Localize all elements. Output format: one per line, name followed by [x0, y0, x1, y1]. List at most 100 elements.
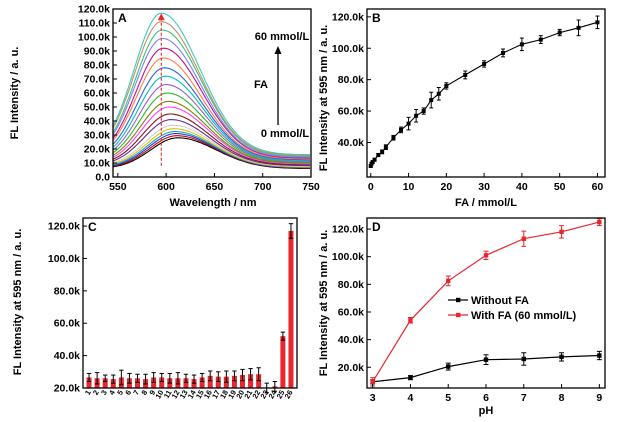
panel-d-x-tick-label: 8 [559, 392, 565, 404]
panel-c-bar [199, 377, 205, 388]
panel-a-y-tick-label: 10.0k [84, 158, 110, 170]
panel-c-x-tick-label: 8 [139, 389, 149, 397]
panel-b-y-axis-label: FL Intensity at 595 nm / a. u. [318, 25, 330, 172]
panel-d-y-tick-label: 100.0k [332, 251, 364, 263]
panel-c-x-tick-label: 4 [107, 388, 117, 397]
panel-c-x-tick-label: 11 [162, 389, 174, 400]
panel-d-data-point [408, 318, 413, 323]
panel-a-y-tick-label: 70.0k [84, 74, 110, 86]
panel-a-y-tick-label: 50.0k [84, 102, 110, 114]
panel-c-x-tick-label: 17 [210, 389, 222, 401]
panel-c-x-tick-label: 20 [234, 389, 246, 401]
panel-a-annotation-bottom: 0 mmol/L [261, 128, 310, 140]
panel-b-data-point [557, 30, 562, 35]
panel-d-legend-label: With FA (60 mmol/L) [471, 310, 577, 322]
panel-d-y-tick-label: 40.0k [338, 334, 364, 346]
panel-b-x-tick-label: 40 [516, 181, 528, 193]
panel-c-x-tick-label: 19 [226, 389, 238, 401]
panel-d-y-tick-label: 80.0k [338, 279, 364, 291]
panel-c-x-tick-label: 2 [91, 389, 101, 397]
panel-d-data-point [408, 375, 413, 380]
panel-c-x-tick-label: 5 [115, 389, 125, 397]
panel-c-bar [280, 336, 286, 388]
panel-a-x-axis-label: Wavelength / nm [170, 197, 257, 209]
panel-a-spectrum-line-19 [112, 21, 310, 157]
panel-b-x-tick-label: 30 [478, 181, 490, 193]
panel-a-y-axis-label: FL Intensity / a. u. [9, 47, 21, 140]
panel-a-spectrum-line-7 [112, 119, 310, 167]
panel-d-data-point [446, 364, 451, 369]
panel-c-x-tick-label: 16 [202, 389, 214, 401]
panel-c-x-tick-label: 18 [218, 389, 230, 401]
panel-b-y-tick-label: 80.0k [338, 74, 364, 86]
panel-b-data-point [595, 20, 600, 25]
panel-b-data-point [372, 157, 377, 162]
panel-c-y-axis-label: FL Intensity at 595 nm / a. u. [12, 229, 24, 376]
panel-b-y-tick-label: 60.0k [338, 106, 364, 118]
panel-c-x-tick-label: 13 [178, 389, 190, 401]
panel-c-bar [207, 375, 213, 388]
panel-a-spectrum-line-17 [112, 37, 310, 158]
panel-c-y-tick-label: 120.0k [48, 221, 80, 233]
panel-a-concentration-arrowhead [274, 46, 282, 54]
panel-a-x-tick-label: 600 [157, 181, 175, 193]
panel-c-x-tick-label: 21 [242, 389, 254, 401]
panel-d-y-tick-label: 60.0k [338, 306, 364, 318]
panel-b-data-point [368, 164, 373, 169]
panel-b-data-point [383, 145, 388, 150]
panel-c-bar [159, 377, 165, 388]
panel-d-x-axis-label: pH [479, 405, 494, 417]
panel-b-y-tick-label: 40.0k [338, 137, 364, 149]
panel-d-legend-label: Without FA [471, 295, 529, 307]
panel-a-x-tick-label: 750 [302, 181, 320, 193]
panel-b-plot-frame [366, 8, 606, 178]
panel-c-x-tick-label: 26 [283, 389, 295, 401]
panel-a-y-tick-label: 90.0k [84, 46, 110, 58]
panel-c-x-tick-label: 22 [250, 389, 262, 401]
panel-a-spectrum-line-8 [112, 113, 310, 166]
panel-b-data-point [391, 135, 396, 140]
panel-c-x-tick-label: 7 [131, 389, 141, 397]
panel-a-y-tick-label: 30.0k [84, 130, 110, 142]
panel-a-spectrum-line-11 [112, 92, 310, 163]
panel-c-x-tick-label: 6 [123, 389, 133, 397]
panel-b-data-point [436, 91, 441, 96]
panel-b-data-point [463, 72, 468, 77]
panel-c-x-tick-label: 3 [99, 389, 109, 397]
panel-d-y-tick-label: 20.0k [338, 362, 364, 374]
panel-c: 1234567891011121314151617181920212223242… [12, 217, 298, 401]
panel-d-y-tick-label: 120.0k [332, 224, 364, 236]
panel-a-spectrum-line-20 [112, 12, 311, 156]
panel-b-data-point [376, 153, 381, 158]
panel-c-y-tick-label: 20.0k [54, 383, 80, 395]
panel-a-y-tick-label: 0.0 [95, 172, 110, 184]
panel-b-trend-line [370, 21, 598, 167]
panel-a-spectrum-line-12 [112, 84, 310, 162]
panel-c-bar [183, 378, 189, 388]
panel-d-letter: D [372, 220, 381, 234]
panel-c-x-tick-label: 1 [83, 389, 93, 397]
panel-c-x-tick-label: 23 [258, 389, 270, 401]
panel-d-legend-marker [456, 297, 461, 303]
panel-b-x-tick-label: 20 [440, 181, 452, 193]
panel-b-x-tick-label: 10 [403, 181, 415, 193]
panel-a-y-tick-label: 80.0k [84, 60, 110, 72]
panel-c-y-tick-label: 100.0k [48, 253, 80, 265]
panel-a-letter: A [118, 11, 127, 25]
panel-c-x-tick-label: 10 [153, 389, 165, 401]
panel-c-bar [239, 375, 246, 388]
panel-d-x-tick-label: 9 [596, 392, 602, 404]
panel-a-spectrum-line-14 [112, 67, 310, 161]
panel-b-data-point [370, 160, 375, 165]
panel-d-data-point [559, 229, 564, 235]
panel-c-x-tick-label: 12 [170, 389, 182, 401]
panel-c-y-tick-label: 80.0k [54, 285, 80, 297]
panel-c-letter: C [88, 220, 97, 234]
panel-a-peak-marker-arrowhead [157, 13, 165, 21]
panel-a-spectrum-line-13 [112, 75, 310, 162]
panel-c-y-tick-label: 60.0k [54, 318, 80, 330]
panel-c-bar [86, 377, 92, 388]
panel-b-x-tick-label: 60 [592, 181, 604, 193]
panel-d-legend-marker [456, 312, 461, 318]
panel-b: 40.0k 60.0k 80.0k 100.0k 120.0k 0 10 20 30 40 50 60… [318, 8, 606, 209]
